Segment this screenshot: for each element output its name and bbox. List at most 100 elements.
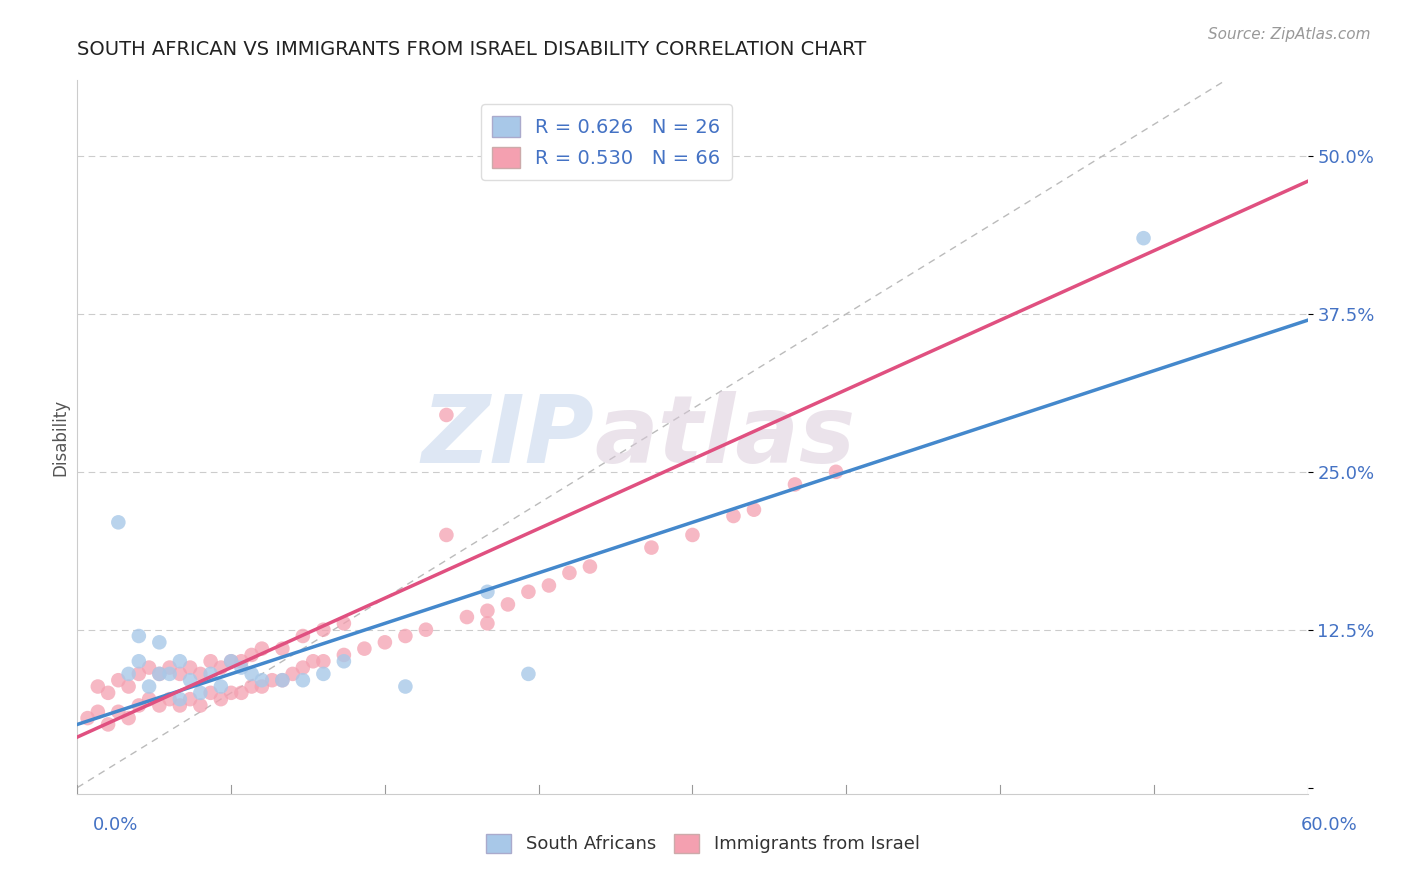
Point (231, 660, 253, 674)
Point (723, 508, 745, 523)
Point (169, 666, 191, 681)
Text: 0.0%: 0.0% (93, 816, 138, 834)
Point (117, 711, 139, 725)
Point (240, 648, 263, 662)
Point (742, 502, 765, 516)
Point (200, 654, 222, 668)
Point (128, 666, 150, 681)
Text: atlas: atlas (595, 391, 855, 483)
Point (148, 666, 170, 681)
Legend: South Africans, Immigrants from Israel: South Africans, Immigrants from Israel (479, 827, 927, 861)
Point (179, 692, 201, 706)
Point (240, 666, 263, 681)
Point (128, 698, 150, 713)
Point (159, 660, 181, 674)
Point (76, 711, 98, 725)
Point (517, 584, 540, 599)
Y-axis label: Disability: Disability (51, 399, 69, 475)
Point (148, 698, 170, 713)
Point (374, 635, 396, 649)
Point (477, 604, 499, 618)
Point (148, 635, 170, 649)
Point (179, 660, 201, 674)
Point (209, 680, 232, 694)
Point (537, 578, 560, 592)
Point (312, 666, 335, 681)
Point (188, 666, 212, 681)
Point (415, 623, 437, 637)
Point (291, 673, 314, 688)
Point (240, 680, 263, 694)
Point (477, 584, 499, 599)
Point (169, 698, 191, 713)
Point (138, 680, 160, 694)
Point (159, 666, 181, 681)
Point (169, 654, 191, 668)
Point (107, 516, 129, 530)
Point (333, 648, 356, 662)
Point (179, 673, 201, 688)
Point (97, 717, 120, 731)
Point (825, 465, 848, 479)
Point (333, 616, 356, 631)
Point (200, 666, 222, 681)
Point (148, 666, 170, 681)
Point (128, 629, 150, 643)
Text: Source: ZipAtlas.com: Source: ZipAtlas.com (1208, 27, 1371, 42)
Point (209, 660, 232, 674)
Point (188, 698, 212, 713)
Point (291, 660, 314, 674)
Point (200, 686, 222, 700)
Point (281, 666, 304, 681)
Point (117, 680, 139, 694)
Point (250, 641, 273, 656)
Point (271, 673, 294, 688)
Point (107, 705, 129, 719)
Point (169, 692, 191, 706)
Text: SOUTH AFRICAN VS IMMIGRANTS FROM ISRAEL DISABILITY CORRELATION CHART: SOUTH AFRICAN VS IMMIGRANTS FROM ISRAEL … (77, 40, 866, 59)
Legend: R = 0.626   N = 26, R = 0.530   N = 66: R = 0.626 N = 26, R = 0.530 N = 66 (481, 104, 733, 179)
Point (188, 686, 212, 700)
Point (250, 673, 273, 688)
Point (138, 692, 160, 706)
Point (394, 680, 416, 694)
Point (558, 566, 581, 580)
Point (333, 654, 356, 668)
Point (477, 616, 499, 631)
Point (231, 686, 253, 700)
Point (436, 408, 458, 422)
Point (456, 610, 478, 624)
Point (682, 528, 704, 542)
Point (312, 623, 335, 637)
Point (394, 629, 416, 643)
Point (312, 654, 335, 668)
Point (219, 654, 242, 668)
Point (219, 686, 242, 700)
Point (517, 666, 540, 681)
Text: ZIP: ZIP (422, 391, 595, 483)
Point (271, 673, 294, 688)
Point (117, 666, 139, 681)
Point (87, 705, 110, 719)
Text: 60.0%: 60.0% (1301, 816, 1357, 834)
Point (436, 528, 458, 542)
Point (302, 654, 325, 668)
Point (231, 654, 253, 668)
Point (353, 641, 375, 656)
Point (128, 654, 150, 668)
Point (250, 680, 273, 694)
Point (783, 477, 806, 491)
Point (291, 629, 314, 643)
Point (97, 686, 120, 700)
Point (209, 692, 232, 706)
Point (107, 673, 129, 688)
Point (159, 692, 181, 706)
Point (138, 660, 160, 674)
Point (271, 641, 294, 656)
Point (640, 541, 662, 555)
Point (262, 673, 284, 688)
Point (1132, 231, 1154, 245)
Point (579, 559, 602, 574)
Point (219, 654, 242, 668)
Point (87, 680, 110, 694)
